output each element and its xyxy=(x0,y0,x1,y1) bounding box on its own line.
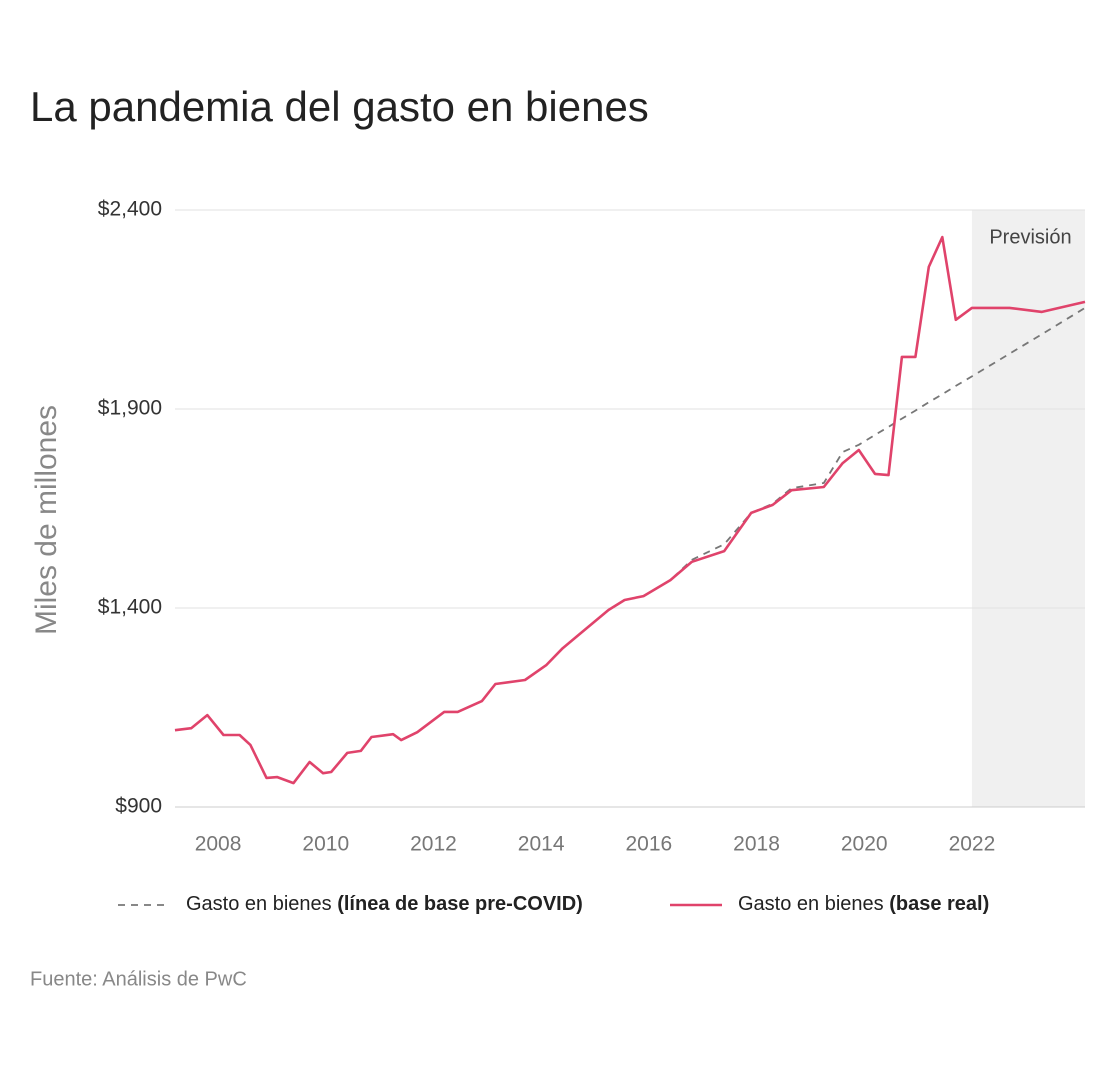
y-axis-label: Miles de millones xyxy=(30,405,63,635)
x-tick-label: 2014 xyxy=(518,833,565,856)
series-line xyxy=(174,307,1086,784)
forecast-label: Previsión xyxy=(989,226,1071,248)
y-tick-label: $900 xyxy=(115,795,162,818)
x-tick-label: 2010 xyxy=(302,833,349,856)
source: Fuente: Análisis de PwC xyxy=(30,968,247,990)
chart-title: La pandemia del gasto en bienes xyxy=(30,83,649,130)
x-tick-label: 2018 xyxy=(733,833,780,856)
x-tick-label: 2012 xyxy=(410,833,457,856)
x-tick-label: 2016 xyxy=(625,833,672,856)
y-tick-label: $1,900 xyxy=(98,397,162,420)
x-tick-label: 2008 xyxy=(195,833,242,856)
series-line xyxy=(174,235,1086,785)
legend-label: Gasto en bienes (línea de base pre-COVID… xyxy=(186,893,583,915)
legend-label: Gasto en bienes (base real) xyxy=(738,893,989,915)
x-tick-label: 2022 xyxy=(949,833,996,856)
y-tick-label: $2,400 xyxy=(98,198,162,221)
y-tick-label: $1,400 xyxy=(98,596,162,619)
x-tick-label: 2020 xyxy=(841,833,888,856)
forecast-area xyxy=(971,210,1085,807)
